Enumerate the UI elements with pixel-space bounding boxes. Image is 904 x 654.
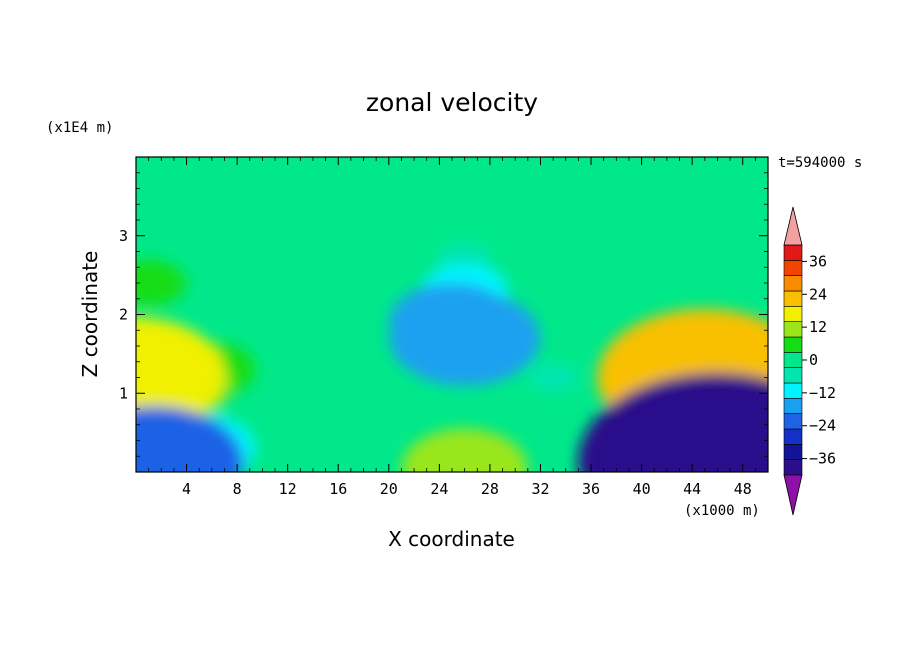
- contour-region: [285, 369, 341, 402]
- x-tick-label: 8: [233, 480, 242, 498]
- time-label: t=594000 s: [778, 155, 863, 171]
- colorbar-under-arrow: [783, 474, 803, 516]
- contour-region: [577, 372, 768, 472]
- x-tick-label: 40: [633, 480, 651, 498]
- x-tick-label: 28: [481, 480, 499, 498]
- colorbar: −36 −24 −12 0 12 24 36: [783, 206, 836, 516]
- contour-region: [554, 166, 603, 195]
- contour-region: [332, 406, 395, 444]
- colorbar-swatch: [783, 244, 803, 261]
- x-tick-label: 36: [582, 480, 600, 498]
- colorbar-swatch: [783, 260, 803, 276]
- colorbar-tick-label: 12: [809, 318, 827, 336]
- contour-field: [136, 166, 768, 472]
- y-tick-label: 2: [119, 306, 128, 324]
- chart-title: zonal velocity: [365, 88, 539, 117]
- y-tick-label: 3: [119, 227, 128, 245]
- y-axis-unit: (x1E4 m): [46, 120, 114, 136]
- contour-region: [528, 363, 578, 392]
- x-tick-label: 48: [734, 480, 752, 498]
- colorbar-swatch: [783, 352, 803, 368]
- colorbar-swatch: [783, 336, 803, 353]
- colorbar-swatch: [783, 290, 803, 307]
- x-axis-unit: (x1000 m): [684, 503, 760, 519]
- colorbar-swatch: [783, 382, 803, 399]
- plot-area: 4 8 12 16 20 24 28 32 36 40 44 48 123: [119, 156, 769, 498]
- x-axis-label: X coordinate: [388, 527, 515, 551]
- colorbar-tick-label: −36: [809, 450, 836, 468]
- colorbar-tick-label: −24: [809, 417, 836, 435]
- x-tick-label: 4: [182, 480, 191, 498]
- colorbar-tick-label: 24: [809, 285, 827, 303]
- colorbar-swatch: [783, 444, 803, 460]
- colorbar-swatch: [783, 321, 803, 338]
- colorbar-tick-label: 36: [809, 252, 827, 270]
- x-tick-label: 32: [531, 480, 549, 498]
- x-tick-label: 24: [430, 480, 448, 498]
- y-axis-label: Z coordinate: [78, 250, 102, 378]
- x-tick-label: 44: [683, 480, 701, 498]
- y-tick-label: 1: [119, 384, 128, 402]
- contour-region: [136, 317, 225, 430]
- contour-region: [401, 428, 528, 472]
- contour-region: [358, 170, 420, 207]
- x-tick-label: 12: [279, 480, 297, 498]
- colorbar-swatch: [783, 413, 803, 430]
- colorbar-swatch: [783, 306, 803, 322]
- x-tick-label: 16: [329, 480, 347, 498]
- colorbar-tick-label: 0: [809, 351, 818, 369]
- contour-region: [136, 406, 244, 472]
- contour-region: [136, 260, 186, 306]
- contour-region: [152, 168, 196, 193]
- colorbar-swatch: [783, 428, 803, 445]
- contour-region: [389, 290, 541, 386]
- colorbar-swatch: [783, 459, 803, 476]
- colorbar-swatch: [783, 367, 803, 384]
- x-axis: 4 8 12 16 20 24 28 32 36 40 44 48: [148, 157, 756, 498]
- colorbar-tick-label: −12: [809, 384, 836, 402]
- x-tick-label: 20: [380, 480, 398, 498]
- colorbar-over-arrow: [783, 206, 803, 246]
- colorbar-swatch: [783, 398, 803, 414]
- y-axis: 1 2 3: [119, 172, 768, 457]
- colorbar-swatch: [783, 275, 803, 292]
